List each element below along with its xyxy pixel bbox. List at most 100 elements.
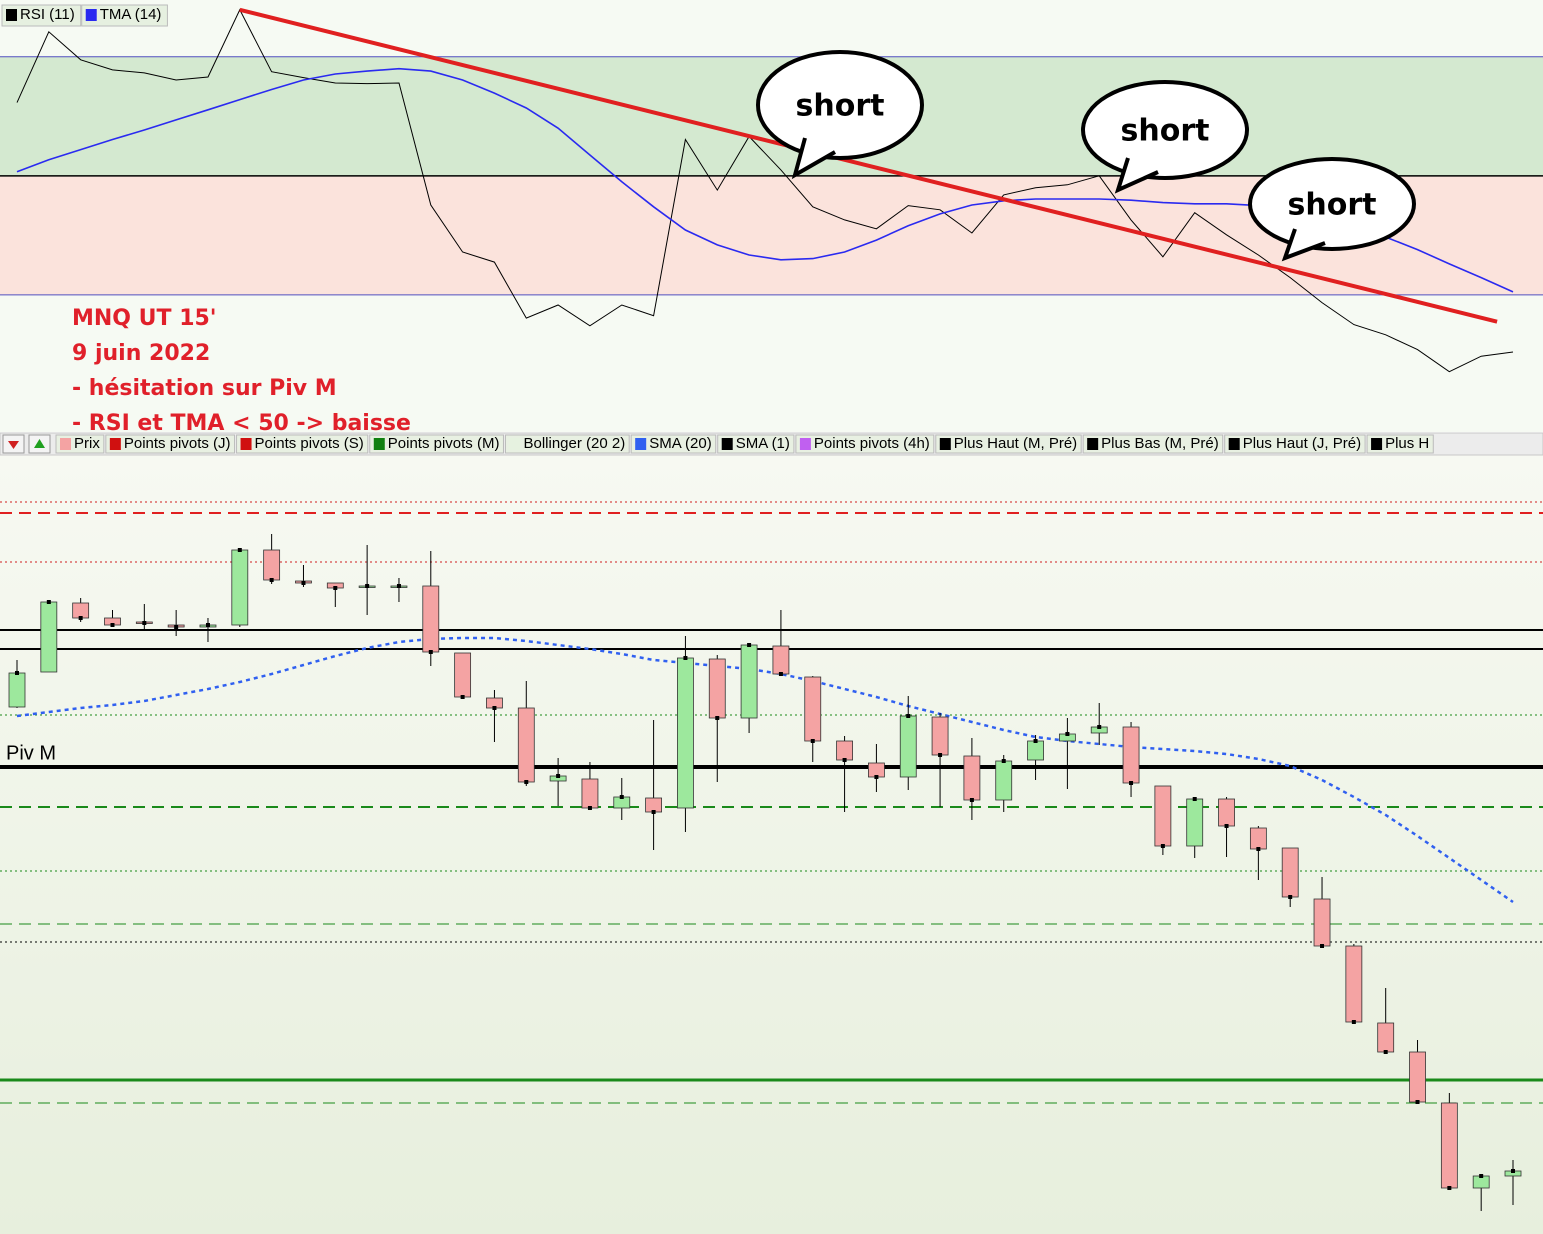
candle-body	[899, 715, 917, 778]
legend-swatch	[60, 438, 71, 450]
candle-body	[1154, 785, 1172, 847]
note-line: - hésitation sur Piv M	[72, 376, 337, 401]
close-marker	[365, 584, 370, 588]
legend-box	[236, 434, 369, 454]
legend-swatch	[1371, 438, 1383, 450]
legend-label: SMA (20)	[649, 435, 712, 452]
callout-tail	[1114, 157, 1159, 194]
close-marker	[1001, 759, 1006, 763]
legend-box	[1, 4, 82, 27]
legend-label: RSI (11)	[20, 6, 75, 23]
legend-label: Points pivots (S)	[255, 435, 364, 452]
close-marker	[428, 650, 433, 654]
close-marker	[938, 753, 943, 757]
legend-swatch	[721, 438, 733, 450]
close-marker	[237, 548, 242, 552]
candle-body	[645, 797, 662, 813]
close-marker	[1192, 797, 1197, 801]
candle-body	[72, 602, 90, 619]
close-marker	[110, 623, 115, 627]
legend-swatch	[85, 9, 97, 21]
close-marker	[587, 806, 592, 810]
candle-body	[963, 755, 981, 801]
candle-body	[40, 601, 58, 673]
close-marker	[683, 656, 688, 660]
close-marker	[1383, 1050, 1388, 1054]
legend-swatch	[373, 438, 385, 450]
price-panel	[0, 455, 1543, 1234]
candle-body	[1122, 726, 1140, 784]
close-marker	[333, 586, 338, 590]
legend-item: Plus Haut (M, Pré)	[935, 434, 1082, 454]
close-marker	[174, 625, 179, 629]
close-marker	[778, 672, 783, 676]
legend-item: Plus H	[1366, 434, 1434, 454]
close-marker	[810, 739, 815, 743]
note-line: - RSI et TMA < 50 -> baisse	[72, 411, 411, 436]
candle-body	[677, 657, 694, 809]
callout-label: short	[1288, 188, 1377, 223]
candle-body	[1218, 798, 1235, 827]
candle-body	[1345, 945, 1363, 1023]
close-marker	[396, 584, 401, 588]
candle-body	[1186, 798, 1204, 847]
close-marker	[1065, 732, 1070, 736]
note-line: MNQ UT 15'	[72, 306, 217, 331]
close-marker	[747, 643, 752, 647]
close-marker	[715, 716, 720, 720]
legend-swatch	[6, 9, 17, 21]
close-marker	[301, 581, 306, 585]
callout-label: short	[796, 89, 885, 124]
close-marker	[1160, 844, 1165, 848]
legend-box	[81, 4, 168, 27]
close-marker	[1129, 781, 1134, 785]
close-marker	[1511, 1169, 1516, 1173]
candle-body	[8, 672, 26, 708]
close-marker	[1224, 824, 1229, 828]
callout-label: short	[1121, 114, 1210, 149]
legend-swatch	[240, 438, 252, 450]
close-marker	[1415, 1100, 1420, 1104]
candle-body	[263, 549, 281, 581]
close-marker	[969, 798, 974, 802]
legend-swatch	[635, 438, 647, 450]
legend-box	[630, 434, 717, 454]
candle-body	[1440, 1102, 1458, 1189]
close-marker	[556, 774, 561, 778]
close-marker	[1033, 739, 1038, 743]
note-line: 9 juin 2022	[72, 341, 210, 366]
legend-label: Plus Bas (M, Pré)	[1101, 435, 1219, 452]
legend-item: TMA (14)	[81, 4, 168, 27]
close-marker	[269, 578, 274, 582]
close-marker	[15, 671, 19, 675]
callout: short	[1081, 80, 1249, 194]
candle-body	[454, 652, 472, 698]
candle-body	[1249, 827, 1267, 850]
candle-body	[1377, 1022, 1395, 1053]
callout-tail	[1281, 228, 1326, 262]
close-marker	[874, 775, 879, 779]
callout: short	[1248, 157, 1416, 262]
close-marker	[842, 758, 847, 762]
candle-body	[804, 676, 822, 742]
candle-body	[740, 644, 758, 719]
arrow-down	[8, 441, 19, 449]
legend-box	[105, 434, 236, 454]
legend-box	[795, 434, 935, 454]
legend-item: Prix	[55, 434, 105, 454]
price-layer: Piv M	[0, 501, 1543, 1211]
close-marker	[142, 621, 147, 625]
close-marker	[460, 695, 465, 699]
close-marker	[524, 780, 529, 784]
candle-body	[1027, 740, 1044, 761]
candle-body	[995, 760, 1013, 801]
legend-swatch	[509, 438, 521, 450]
candle-body	[772, 645, 790, 675]
series-line	[16, 8, 1514, 373]
close-marker	[1479, 1174, 1484, 1178]
legend-box	[1366, 434, 1434, 454]
close-marker	[651, 810, 656, 814]
legend-item: Points pivots (4h)	[795, 434, 935, 454]
